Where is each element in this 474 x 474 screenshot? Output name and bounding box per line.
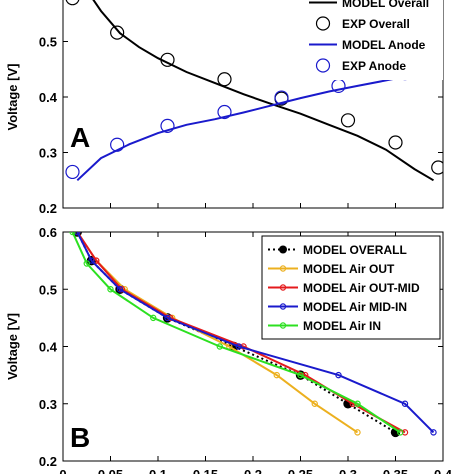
y-tick-label: 0.4 bbox=[39, 340, 58, 355]
data-marker bbox=[110, 25, 125, 40]
y-tick-label: 0.5 bbox=[39, 282, 57, 297]
y-axis-label: Voltage [V] bbox=[5, 64, 20, 131]
y-tick-label: 0.6 bbox=[39, 225, 57, 240]
legend-label: EXP Overall bbox=[342, 17, 410, 31]
x-tick-label: 0 bbox=[59, 467, 66, 474]
data-marker bbox=[107, 286, 114, 293]
legend: MODEL OVERALL MODEL Air OUT MODEL Air OUT-… bbox=[261, 235, 441, 340]
series-line bbox=[76, 232, 406, 434]
x-tick-label: 0.15 bbox=[193, 467, 218, 474]
data-marker bbox=[110, 137, 125, 152]
data-marker bbox=[83, 260, 90, 267]
y-tick-label: 0.5 bbox=[39, 35, 57, 50]
y-tick-label: 0.3 bbox=[39, 146, 57, 161]
data-marker bbox=[69, 232, 76, 236]
data-marker bbox=[116, 286, 124, 293]
data-marker bbox=[235, 343, 242, 350]
data-marker bbox=[274, 90, 289, 105]
y-tick-label: 0.3 bbox=[39, 397, 57, 412]
x-tick-label: 0.05 bbox=[98, 467, 123, 474]
legend-marker bbox=[279, 322, 287, 329]
legend-marker bbox=[279, 245, 287, 254]
legend-marker bbox=[315, 16, 331, 31]
legend-marker bbox=[279, 303, 287, 310]
data-marker bbox=[335, 371, 342, 379]
plot-area bbox=[69, 232, 437, 438]
data-marker bbox=[217, 72, 232, 87]
data-marker bbox=[354, 400, 361, 407]
legend-label: MODEL Anode bbox=[342, 38, 426, 52]
legend-label: MODEL Air MID-IN bbox=[303, 300, 407, 314]
data-marker bbox=[74, 232, 81, 236]
data-marker bbox=[297, 371, 304, 379]
data-marker bbox=[273, 371, 280, 379]
data-marker bbox=[397, 429, 404, 436]
legend-marker bbox=[315, 58, 331, 73]
legend-label: MODEL Air OUT bbox=[303, 262, 395, 276]
series-line bbox=[92, 0, 435, 182]
y-tick-label: 0.4 bbox=[39, 90, 58, 105]
data-marker bbox=[388, 135, 403, 150]
legend-marker bbox=[279, 265, 287, 272]
data-marker bbox=[65, 0, 80, 6]
y-tick-label: 0.2 bbox=[39, 201, 57, 216]
x-tick-label: 0.3 bbox=[339, 467, 357, 474]
panel-label: A bbox=[70, 122, 90, 153]
panel-label: B bbox=[70, 422, 90, 453]
series-line bbox=[76, 58, 443, 182]
data-marker bbox=[401, 400, 409, 407]
legend-label: MODEL Air OUT-MID bbox=[303, 281, 420, 295]
x-tick-label: 0.1 bbox=[149, 467, 167, 474]
data-marker bbox=[150, 314, 157, 322]
legend-label: MODEL Air IN bbox=[303, 319, 381, 333]
legend-box bbox=[303, 0, 443, 80]
data-marker bbox=[354, 429, 361, 436]
series-line bbox=[76, 232, 435, 434]
data-marker bbox=[430, 429, 437, 436]
x-tick-label: 0.35 bbox=[383, 467, 408, 474]
data-marker bbox=[431, 160, 443, 175]
data-marker bbox=[340, 113, 356, 128]
legend-label: MODEL OVERALL bbox=[303, 243, 407, 257]
x-tick-label: 0.4 bbox=[434, 467, 453, 474]
x-tick-label: 0.25 bbox=[288, 467, 313, 474]
legend-marker bbox=[279, 284, 287, 291]
data-marker bbox=[160, 52, 175, 67]
legend-label: MODEL Overall bbox=[342, 0, 429, 10]
x-tick-label: 0.2 bbox=[244, 467, 262, 474]
data-marker bbox=[160, 118, 175, 133]
y-axis-label: Voltage [V] bbox=[5, 313, 20, 380]
y-tick-label: 0.2 bbox=[39, 454, 57, 469]
legend: MODEL Overall EXP Overall MODEL Anode EXP A… bbox=[303, 0, 443, 80]
series-line bbox=[71, 232, 401, 434]
data-marker bbox=[65, 164, 80, 180]
panel-b-chart: 0.2 0.3 0.4 0.5 0.6 0 0.05 0.1 0.15 0.2 0.25 0.3 0.3… bbox=[5, 225, 453, 474]
data-marker bbox=[216, 343, 223, 350]
data-marker bbox=[164, 314, 171, 322]
data-marker bbox=[88, 257, 95, 264]
data-marker bbox=[311, 400, 318, 407]
legend-label: EXP Anode bbox=[342, 59, 406, 73]
data-marker bbox=[217, 104, 232, 120]
